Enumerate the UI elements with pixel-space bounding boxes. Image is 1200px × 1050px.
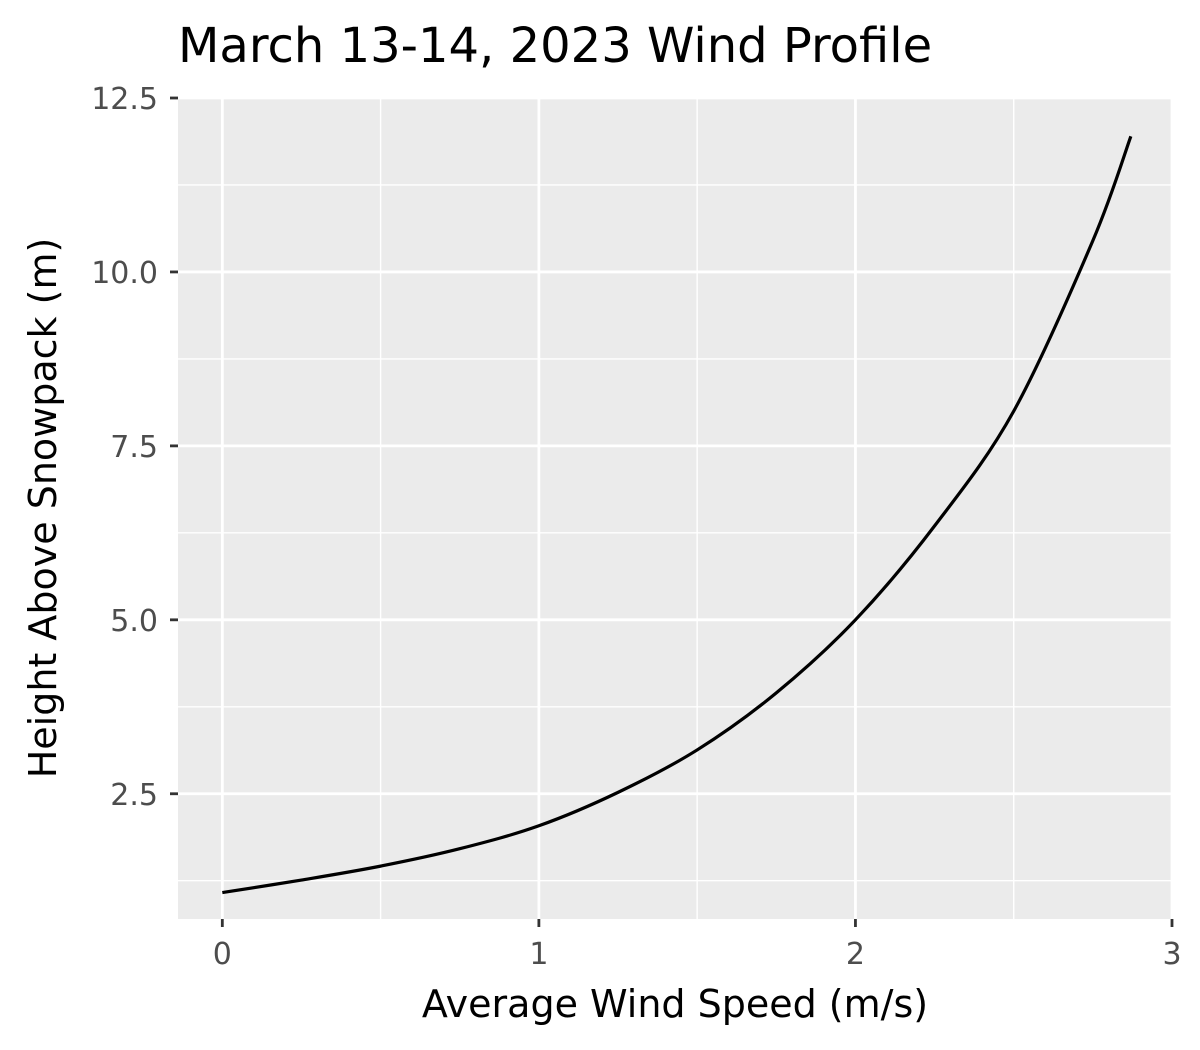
x-tick-label: 1	[529, 937, 548, 972]
x-tick-label: 0	[213, 937, 232, 972]
y-tick-label: 5.0	[110, 604, 158, 639]
plot-panel	[178, 98, 1172, 919]
major-gridlines	[178, 96, 1174, 919]
series-line	[222, 135, 1133, 895]
y-tick-label: 12.5	[91, 82, 158, 117]
minor-gridlines	[178, 98, 1172, 919]
x-tick-label: 3	[1162, 937, 1181, 972]
y-tick-label: 2.5	[110, 778, 158, 813]
y-axis-title: Height Above Snowpack (m)	[21, 238, 65, 779]
chart-title: March 13-14, 2023 Wind Profile	[178, 18, 932, 74]
x-axis-title: Average Wind Speed (m/s)	[422, 982, 928, 1026]
y-axis: 2.5 5.0 7.5 10.0 12.5	[91, 82, 178, 813]
y-tick-label: 10.0	[91, 256, 158, 291]
series-layer	[222, 135, 1133, 895]
x-tick-label: 2	[846, 937, 865, 972]
x-axis: 0 1 2 3	[213, 919, 1182, 972]
y-tick-label: 7.5	[110, 430, 158, 465]
